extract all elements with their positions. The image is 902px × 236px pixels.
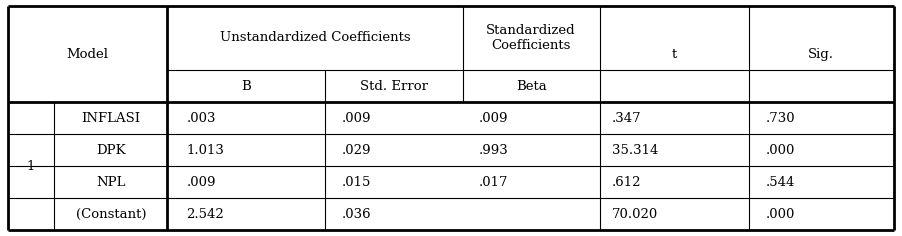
Text: .730: .730 bbox=[766, 112, 796, 125]
Text: .612: .612 bbox=[612, 176, 641, 189]
Text: .000: .000 bbox=[766, 207, 796, 220]
Text: t: t bbox=[672, 48, 676, 61]
Text: .544: .544 bbox=[766, 176, 796, 189]
Text: Unstandardized Coefficients: Unstandardized Coefficients bbox=[220, 31, 410, 44]
Text: .009: .009 bbox=[187, 176, 216, 189]
Text: B: B bbox=[242, 80, 252, 93]
Text: .993: .993 bbox=[479, 144, 509, 157]
Text: 1.013: 1.013 bbox=[187, 144, 225, 157]
Text: Model: Model bbox=[67, 48, 109, 61]
Text: .000: .000 bbox=[766, 144, 796, 157]
Text: .015: .015 bbox=[342, 176, 371, 189]
Text: .003: .003 bbox=[187, 112, 216, 125]
Text: .029: .029 bbox=[342, 144, 371, 157]
Text: INFLASI: INFLASI bbox=[81, 112, 141, 125]
Text: .017: .017 bbox=[479, 176, 509, 189]
Text: Standardized
Coefficients: Standardized Coefficients bbox=[486, 24, 576, 52]
Text: NPL: NPL bbox=[96, 176, 125, 189]
Text: .347: .347 bbox=[612, 112, 641, 125]
Text: Sig.: Sig. bbox=[808, 48, 834, 61]
Text: 2.542: 2.542 bbox=[187, 207, 225, 220]
Text: 35.314: 35.314 bbox=[612, 144, 658, 157]
Text: 70.020: 70.020 bbox=[612, 207, 658, 220]
Text: Beta: Beta bbox=[516, 80, 547, 93]
Text: .009: .009 bbox=[342, 112, 371, 125]
Text: .036: .036 bbox=[342, 207, 372, 220]
Text: .009: .009 bbox=[479, 112, 509, 125]
Text: DPK: DPK bbox=[96, 144, 125, 157]
Text: 1: 1 bbox=[27, 160, 35, 173]
Text: (Constant): (Constant) bbox=[76, 207, 146, 220]
Text: Std. Error: Std. Error bbox=[360, 80, 428, 93]
